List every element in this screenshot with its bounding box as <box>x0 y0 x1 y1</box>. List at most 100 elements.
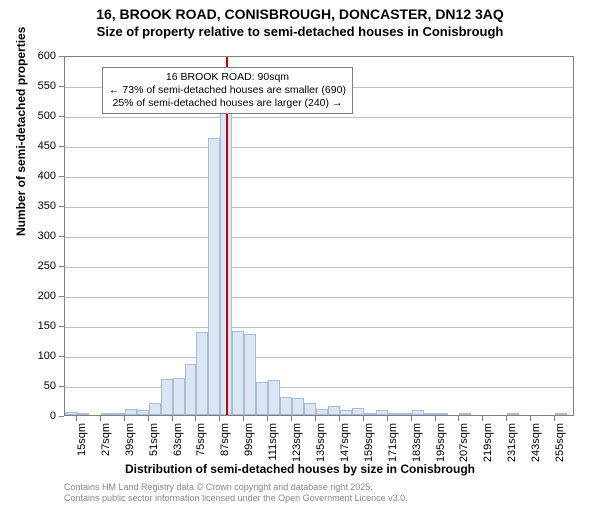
x-tick-mark <box>530 416 531 421</box>
y-tick-label: 200 <box>0 290 56 302</box>
x-tick-mark <box>458 416 459 421</box>
x-tick-label: 183sqm <box>411 423 423 462</box>
y-tick-label: 400 <box>0 170 56 182</box>
y-tick-mark <box>59 176 64 177</box>
x-tick-mark <box>435 416 436 421</box>
histogram-bar <box>125 409 137 415</box>
x-tick-mark <box>172 416 173 421</box>
x-tick-label: 171sqm <box>387 423 399 462</box>
gridline <box>65 237 573 238</box>
gridline <box>65 147 573 148</box>
histogram-bar <box>244 334 256 415</box>
x-tick-mark <box>148 416 149 421</box>
x-tick-mark <box>267 416 268 421</box>
x-tick-mark <box>363 416 364 421</box>
histogram-bar <box>376 410 388 415</box>
histogram-bar <box>340 410 352 415</box>
y-tick-mark <box>59 146 64 147</box>
x-tick-label: 39sqm <box>124 423 136 456</box>
y-tick-mark <box>59 326 64 327</box>
y-tick-mark <box>59 386 64 387</box>
y-tick-label: 600 <box>0 50 56 62</box>
y-tick-mark <box>59 56 64 57</box>
x-tick-mark <box>124 416 125 421</box>
y-tick-mark <box>59 116 64 117</box>
x-tick-label: 99sqm <box>243 423 255 456</box>
histogram-bar <box>137 410 149 415</box>
y-tick-label: 300 <box>0 230 56 242</box>
y-tick-mark <box>59 266 64 267</box>
x-tick-mark <box>100 416 101 421</box>
x-tick-label: 27sqm <box>100 423 112 456</box>
histogram-bar <box>436 413 448 415</box>
title-line1: 16, BROOK ROAD, CONISBROUGH, DONCASTER, … <box>0 6 600 22</box>
x-tick-label: 75sqm <box>195 423 207 456</box>
y-tick-mark <box>59 296 64 297</box>
x-tick-label: 51sqm <box>148 423 160 456</box>
histogram-bar <box>412 410 424 415</box>
y-tick-mark <box>59 206 64 207</box>
gridline <box>65 297 573 298</box>
histogram-bar <box>555 413 567 415</box>
x-tick-label: 123sqm <box>291 423 303 462</box>
x-tick-mark <box>411 416 412 421</box>
y-tick-label: 250 <box>0 260 56 272</box>
x-tick-mark <box>387 416 388 421</box>
y-tick-label: 50 <box>0 380 56 392</box>
histogram-bar <box>196 332 208 415</box>
x-tick-label: 135sqm <box>315 423 327 462</box>
gridline <box>65 117 573 118</box>
x-tick-mark <box>339 416 340 421</box>
histogram-bar <box>304 403 316 415</box>
x-tick-mark <box>315 416 316 421</box>
x-tick-label: 111sqm <box>267 423 279 461</box>
x-tick-label: 207sqm <box>458 423 470 462</box>
y-tick-mark <box>59 356 64 357</box>
histogram-bar <box>161 379 173 415</box>
y-tick-mark <box>59 86 64 87</box>
x-tick-label: 15sqm <box>76 423 88 456</box>
annotation-line3: 25% of semi-detached houses are larger (… <box>109 97 346 110</box>
histogram-bar <box>77 413 89 415</box>
histogram-bar <box>292 398 304 415</box>
y-tick-label: 100 <box>0 350 56 362</box>
histogram-bar <box>328 406 340 415</box>
x-tick-label: 231sqm <box>506 423 518 462</box>
y-tick-mark <box>59 236 64 237</box>
histogram-bar <box>424 413 436 415</box>
y-tick-label: 0 <box>0 410 56 422</box>
x-tick-label: 63sqm <box>172 423 184 456</box>
y-tick-label: 450 <box>0 140 56 152</box>
histogram-chart: 16 BROOK ROAD: 90sqm ← 73% of semi-detac… <box>64 56 574 416</box>
histogram-bar <box>280 397 292 415</box>
gridline <box>65 357 573 358</box>
histogram-bar <box>268 380 280 415</box>
histogram-bar <box>256 382 268 415</box>
histogram-bar <box>364 413 376 415</box>
x-tick-mark <box>243 416 244 421</box>
histogram-bar <box>400 413 412 415</box>
gridline <box>65 387 573 388</box>
title-line2: Size of property relative to semi-detach… <box>0 24 600 39</box>
x-tick-label: 147sqm <box>339 423 351 462</box>
gridline <box>65 327 573 328</box>
y-tick-mark <box>59 416 64 417</box>
x-axis-label: Distribution of semi-detached houses by … <box>0 462 600 476</box>
gridline <box>65 177 573 178</box>
y-tick-label: 500 <box>0 110 56 122</box>
x-tick-mark <box>291 416 292 421</box>
annotation-box: 16 BROOK ROAD: 90sqm ← 73% of semi-detac… <box>102 67 353 114</box>
histogram-bar <box>232 331 244 415</box>
x-tick-mark <box>195 416 196 421</box>
x-tick-label: 87sqm <box>219 423 231 456</box>
histogram-bar <box>352 408 364 415</box>
x-tick-mark <box>506 416 507 421</box>
x-tick-label: 243sqm <box>530 423 542 462</box>
histogram-bar <box>185 364 197 415</box>
y-tick-label: 150 <box>0 320 56 332</box>
x-tick-mark <box>482 416 483 421</box>
gridline <box>65 267 573 268</box>
histogram-bar <box>65 412 77 415</box>
histogram-bar <box>459 413 471 415</box>
annotation-line2: ← 73% of semi-detached houses are smalle… <box>109 84 346 97</box>
